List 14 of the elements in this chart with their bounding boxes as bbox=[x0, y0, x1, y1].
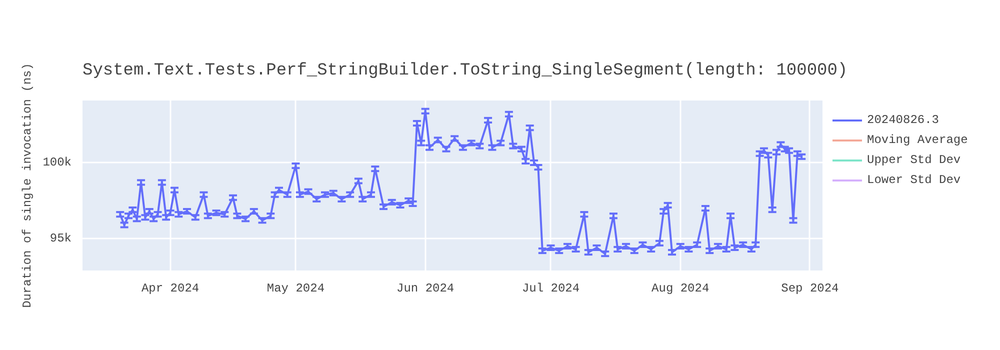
legend-label: Lower Std Dev bbox=[867, 173, 961, 187]
x-tick-label: Jul 2024 bbox=[522, 282, 580, 296]
legend-label: Moving Average bbox=[867, 133, 968, 147]
legend-label: 20240826.3 bbox=[867, 113, 940, 127]
y-tick-label: 95k bbox=[50, 232, 72, 246]
x-tick-label: Jun 2024 bbox=[396, 282, 454, 296]
x-tick-label: Aug 2024 bbox=[652, 282, 710, 296]
x-tick-label: Apr 2024 bbox=[141, 282, 200, 296]
y-tick-label: 100k bbox=[42, 156, 72, 170]
chart-title: System.Text.Tests.Perf_StringBuilder.ToString_SingleSegment(length: 100000) bbox=[82, 62, 848, 80]
legend-label: Upper Std Dev bbox=[867, 153, 961, 167]
x-tick-label: Sep 2024 bbox=[781, 282, 839, 296]
x-tick-label: May 2024 bbox=[266, 282, 325, 296]
y-axis-title: Duration of single invocation (ns) bbox=[20, 63, 35, 308]
